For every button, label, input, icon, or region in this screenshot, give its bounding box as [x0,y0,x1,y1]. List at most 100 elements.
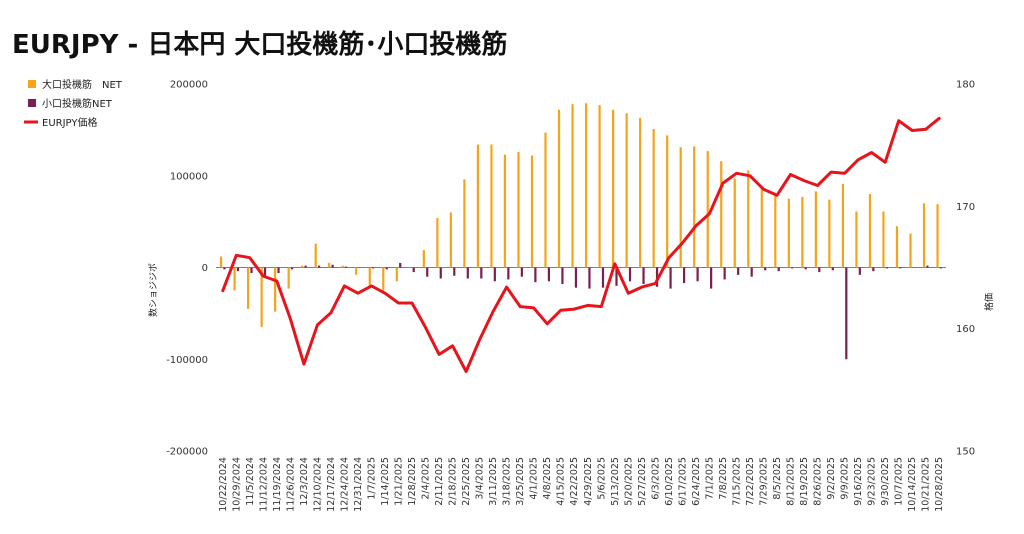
x-tick-label: 8/26/2025 [813,457,824,506]
y-tick-left-3: -100000 [166,355,208,366]
bar-small-spec [831,267,834,271]
bar-small-spec [764,267,767,271]
bar-small-spec [885,267,888,269]
x-tick-label: 9/16/2025 [853,457,864,506]
x-tick-label: 7/22/2025 [745,457,756,506]
legend-label-small-spec: 小口投機筋NET [42,97,113,110]
bar-small-spec [818,267,821,273]
x-tick-label: 10/28/2025 [934,457,945,512]
x-tick-label: 3/4/2025 [475,457,486,500]
bar-large-spec [557,109,561,268]
bar-small-spec [426,267,429,277]
chart-title: EURJPY - 日本円 大口投機筋･小口投機筋 [12,29,507,60]
y-axis-left: 200000 100000 0 -100000 -200000 [166,80,208,458]
bar-large-spec [855,211,858,268]
x-tick-label: 5/27/2025 [637,457,648,506]
bar-large-spec [260,267,263,328]
bar-large-spec [774,195,777,268]
bar-small-spec [737,267,740,275]
x-tick-label: 10/14/2025 [907,457,918,512]
bar-large-spec [909,233,912,268]
bar-small-spec [331,264,334,268]
bar-large-spec [747,170,750,268]
bar-large-spec [760,187,763,268]
x-tick-label: 10/7/2025 [894,457,905,506]
bar-small-spec [939,267,943,269]
bar-large-spec [530,155,534,268]
bar-small-spec [845,267,848,360]
x-tick-label: 4/8/2025 [542,457,553,500]
x-tick-label: 6/3/2025 [650,457,661,500]
bar-small-spec [872,267,875,272]
x-tick-label: 3/11/2025 [488,457,499,506]
x-tick-label: 7/29/2025 [759,457,770,506]
bar-small-spec [345,266,348,268]
bar-small-spec [493,267,496,282]
bar-small-spec [466,267,469,279]
bar-small-spec [628,267,632,282]
x-tick-label: 12/3/2024 [299,457,310,506]
bar-large-spec [679,147,682,268]
bar-small-spec [480,267,483,279]
x-tick-label: 7/8/2025 [718,457,729,500]
x-tick-label: 2/18/2025 [448,457,459,506]
bar-large-spec [382,267,385,291]
bar-large-spec [733,178,736,268]
x-tick-label: 12/10/2024 [312,457,323,512]
y-tick-left-1: 100000 [170,171,208,182]
bar-large-spec [476,144,480,268]
x-tick-label: 5/13/2025 [610,457,621,506]
bar-small-spec [858,267,861,275]
bar-large-spec [449,212,452,268]
bar-small-spec [372,267,375,269]
bar-large-spec [571,104,574,268]
bar-large-spec [936,204,939,268]
x-tick-label: 12/24/2024 [339,457,350,512]
bar-large-spec [544,132,547,268]
legend-swatch-small-spec [28,99,36,107]
bar-small-spec [642,267,645,285]
bar-small-spec [601,267,605,288]
x-tick-label: 2/11/2025 [434,457,445,506]
x-tick-label: 4/29/2025 [583,457,594,506]
bar-small-spec [223,267,226,270]
bar-large-spec [287,267,290,289]
bar-small-spec [317,265,321,268]
x-tick-label: 7/1/2025 [704,457,715,500]
bar-large-spec [490,144,493,268]
x-axis: 10/22/2024 10/29/2024 11/5/2024 11/12/2024 1… [218,457,945,512]
y-tick-right-2: 160 [956,324,975,335]
bar-small-spec [588,267,591,289]
bar-small-spec [791,267,794,269]
bar-small-spec [696,267,699,282]
x-tick-label: 12/17/2024 [326,457,337,512]
bar-small-spec [263,267,267,277]
bar-large-spec [463,179,466,268]
bar-small-spec [574,267,578,288]
x-tick-label: 3/18/2025 [502,457,513,506]
y-tick-right-3: 150 [956,447,975,458]
bar-large-spec [895,226,899,268]
x-tick-label: 12/31/2024 [353,457,364,512]
bar-small-spec [399,262,402,268]
x-tick-label: 5/20/2025 [623,457,634,506]
bar-small-spec [250,267,253,274]
x-tick-label: 8/12/2025 [786,457,797,506]
x-tick-label: 11/5/2024 [245,457,256,506]
bar-large-spec [368,267,371,286]
x-tick-label: 6/17/2025 [677,457,688,506]
bar-small-spec [777,267,780,272]
legend-label-large-spec: 大口投機筋 NET [42,78,123,91]
bar-large-spec [314,243,317,268]
bar-small-spec [453,267,456,276]
legend-swatch-large-spec [28,80,36,88]
y-tick-right-1: 170 [956,202,975,213]
y-tick-left-4: -200000 [166,447,208,458]
bar-large-spec [868,194,872,268]
x-tick-label: 10/22/2024 [218,457,229,512]
x-tick-label: 7/15/2025 [731,457,742,506]
bar-small-spec [723,267,726,280]
series-price [221,116,941,373]
bar-large-spec [328,262,331,268]
